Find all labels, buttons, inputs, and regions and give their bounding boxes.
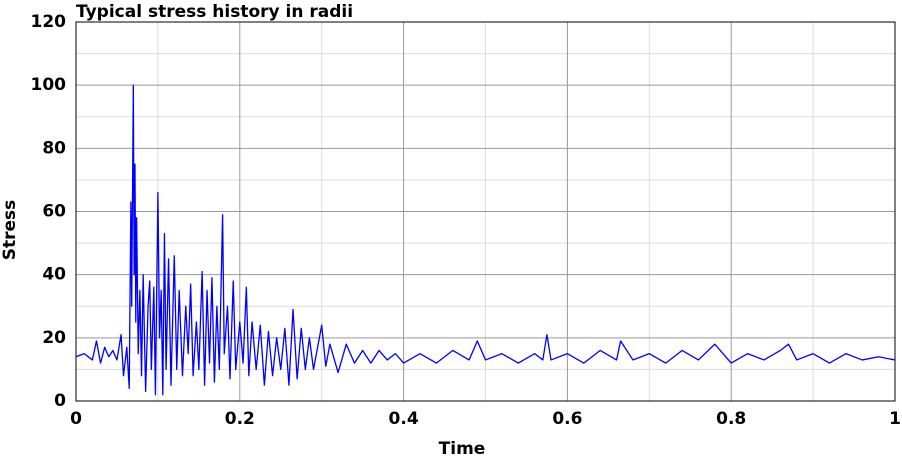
y-tick-label: 60 [42, 202, 66, 222]
x-tick-label: 0.4 [389, 409, 419, 429]
x-tick-label: 0.8 [716, 409, 746, 429]
line-series [75, 84, 896, 396]
x-tick-label: 0.6 [552, 409, 582, 429]
y-tick-label: 0 [54, 391, 66, 411]
y-axis-label: Stress [0, 200, 20, 261]
x-tick-label: 0.2 [225, 409, 255, 429]
x-tick-label: 1 [889, 409, 901, 429]
y-tick-label: 100 [31, 75, 67, 95]
y-tick-label: 20 [42, 328, 66, 348]
y-tick-label: 120 [31, 12, 67, 32]
x-tick-label: 0 [70, 409, 82, 429]
chart-title: Typical stress history in radii [76, 2, 353, 22]
x-axis-label: Time [439, 439, 486, 458]
y-tick-label: 40 [42, 265, 66, 285]
y-tick-label: 80 [42, 138, 66, 158]
plot-frame [75, 21, 896, 402]
